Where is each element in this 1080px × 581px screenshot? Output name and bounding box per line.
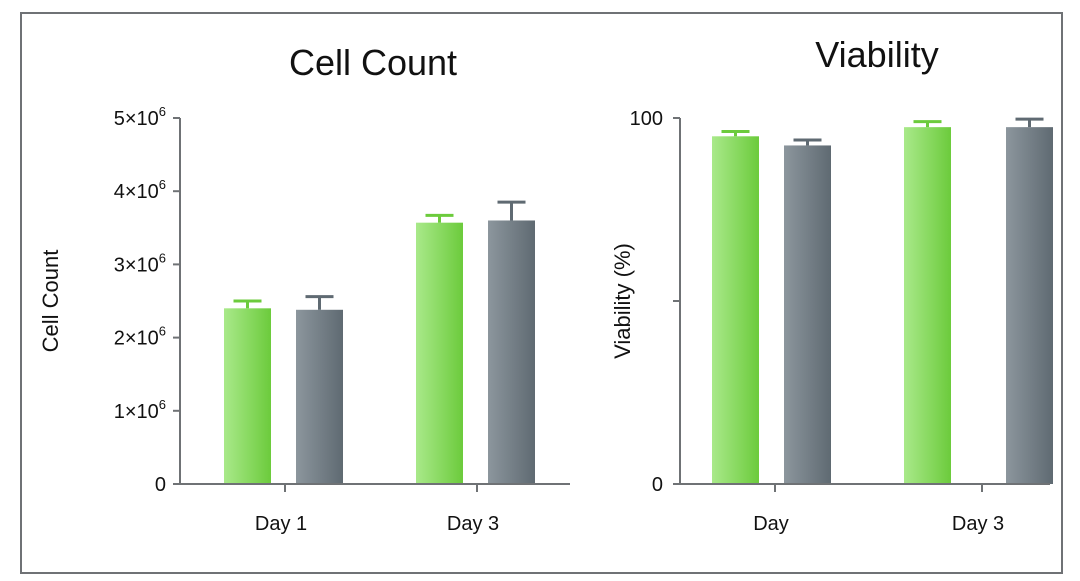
bar-gray-2 bbox=[1006, 127, 1053, 485]
y-tick-label: 2×106 bbox=[114, 324, 166, 350]
bar-green-2 bbox=[904, 127, 951, 485]
y-tick-exponent: 6 bbox=[159, 324, 166, 339]
y-tick-mantissa: 0 bbox=[652, 474, 663, 496]
bar-green-2 bbox=[416, 222, 463, 484]
bar-gray-2 bbox=[488, 220, 535, 485]
chart-title: Cell Count bbox=[289, 42, 457, 83]
y-tick-mantissa: 2×10 bbox=[114, 328, 159, 350]
y-tick-label: 0 bbox=[155, 474, 166, 496]
bars bbox=[712, 117, 1053, 485]
y-tick-label: 1×106 bbox=[114, 397, 166, 423]
y-tick-mantissa: 0 bbox=[155, 474, 166, 496]
chart-title: Viability bbox=[815, 34, 938, 75]
bar-green-1 bbox=[712, 136, 759, 485]
x-category-label: Day 3 bbox=[447, 513, 499, 535]
y-tick-mantissa: 5×10 bbox=[114, 108, 159, 130]
y-tick-mantissa: 4×10 bbox=[114, 181, 159, 203]
figure-frame bbox=[20, 12, 1063, 574]
y-tick-label: 5×106 bbox=[114, 104, 166, 130]
x-category-label: Day 1 bbox=[255, 513, 307, 535]
y-tick-label: 0 bbox=[652, 474, 663, 496]
y-tick-mantissa: 100 bbox=[630, 108, 663, 130]
y-tick-mantissa: 3×10 bbox=[114, 254, 159, 276]
y-tick-exponent: 6 bbox=[159, 250, 166, 265]
x-category-label: Day 3 bbox=[952, 513, 1004, 535]
y-tick-label: 3×106 bbox=[114, 250, 166, 276]
y-axis-ticks: 0 100 bbox=[630, 108, 680, 496]
bar-green-1 bbox=[224, 308, 271, 484]
y-tick-exponent: 6 bbox=[159, 177, 166, 192]
bar-gray-1 bbox=[784, 145, 831, 484]
x-category-label: Day bbox=[753, 513, 789, 535]
y-tick-label: 4×106 bbox=[114, 177, 166, 203]
bar-gray-1 bbox=[296, 309, 343, 484]
y-tick-exponent: 6 bbox=[159, 104, 166, 119]
category-labels: Day 1 Day 3 bbox=[255, 484, 499, 535]
y-tick-label: 100 bbox=[630, 108, 663, 130]
y-tick-mantissa: 1×10 bbox=[114, 401, 159, 423]
y-axis-label: Cell Count bbox=[38, 250, 63, 353]
cell-count-chart: Cell Count Cell Count 01×1062×1063×1064×… bbox=[38, 42, 570, 535]
category-labels: Day Day 3 bbox=[753, 484, 1004, 535]
y-axis-label: Viability (%) bbox=[610, 243, 635, 359]
y-tick-exponent: 6 bbox=[159, 397, 166, 412]
viability-chart: Viability Viability (%) 0 100 Day Day 3 bbox=[610, 34, 1053, 535]
bars bbox=[224, 200, 535, 485]
